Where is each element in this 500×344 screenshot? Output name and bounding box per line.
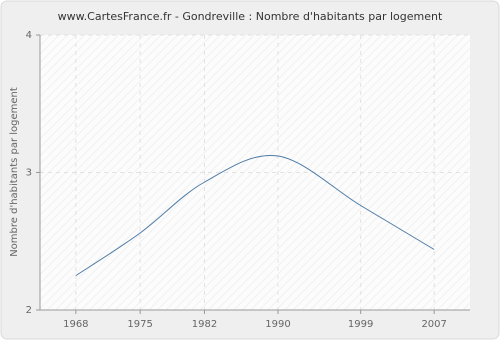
x-tick-label: 1968 [63, 319, 88, 330]
y-tick-label: 3 [26, 168, 32, 179]
data-line [75, 154, 435, 277]
axis [39, 35, 470, 311]
x-tick-label: 1982 [192, 319, 217, 330]
y-axis-label: Nombre d'habitants par logement [9, 87, 20, 257]
y-tick-label: 2 [26, 305, 32, 316]
x-tick-label: 2007 [421, 319, 446, 330]
x-tick-label: 1999 [348, 319, 373, 330]
y-tick-label: 4 [26, 30, 32, 41]
chart-title: www.CartesFrance.fr - Gondreville : Nomb… [58, 10, 443, 23]
x-tick-label: 1975 [127, 319, 152, 330]
plot-area [40, 35, 470, 310]
x-tick-label: 1990 [265, 319, 290, 330]
